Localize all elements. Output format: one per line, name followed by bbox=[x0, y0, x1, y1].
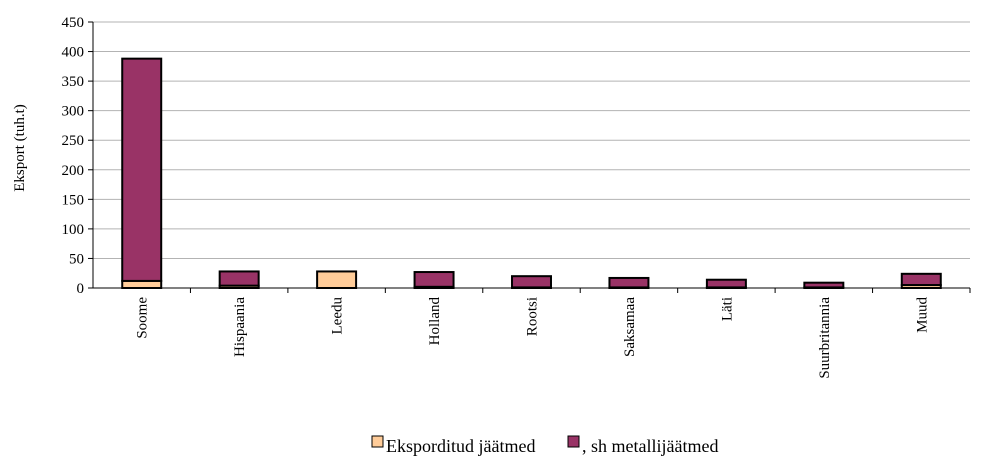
axes bbox=[88, 21, 971, 293]
x-tick-label: Rootsi bbox=[525, 297, 541, 336]
x-tick-label: Suurbritannia bbox=[817, 297, 833, 379]
legend-swatch-exported-waste bbox=[371, 435, 384, 448]
y-tick-label: 350 bbox=[62, 74, 85, 90]
bar-segment bbox=[608, 276, 650, 289]
y-tick-label: 250 bbox=[62, 133, 85, 149]
bar-segment bbox=[705, 278, 747, 289]
y-tick-label: 0 bbox=[77, 281, 85, 297]
y-tick-label: 450 bbox=[62, 15, 85, 31]
y-tick-label: 50 bbox=[69, 251, 84, 267]
x-tick-label: Holland bbox=[427, 297, 443, 346]
legend-label-metal-waste: , sh metallijäätmed bbox=[582, 436, 718, 456]
bar-segment bbox=[511, 275, 552, 289]
bar-segment bbox=[121, 57, 163, 282]
bar-segment bbox=[316, 270, 358, 289]
bar-segment bbox=[803, 281, 845, 289]
bar-segment bbox=[218, 270, 260, 287]
bar-segment bbox=[413, 271, 455, 288]
x-tick-label: Soome bbox=[135, 297, 151, 339]
y-axis-label: Eksport (tuh.t) bbox=[12, 104, 28, 192]
x-tick-label: Saksamaa bbox=[622, 297, 638, 357]
bar-segment bbox=[121, 279, 163, 290]
x-tick-labels: Soome Hispaania Leedu Holland Rootsi Saksamaa… bbox=[135, 297, 931, 379]
y-tick-label: 200 bbox=[62, 163, 85, 179]
bars bbox=[121, 57, 942, 290]
y-tick-label: 300 bbox=[62, 104, 85, 120]
gridlines bbox=[93, 21, 970, 259]
x-tick-label: Muud bbox=[914, 297, 930, 333]
legend-label-exported-waste: Eksporditud jäätmed bbox=[386, 436, 535, 456]
y-tick-labels: 0 50 100 150 200 250 300 350 400 450 bbox=[62, 15, 85, 297]
legend-swatch-metal-waste bbox=[567, 435, 580, 448]
x-tick-label: Leedu bbox=[330, 297, 346, 335]
y-tick-label: 150 bbox=[62, 192, 85, 208]
y-tick-label: 400 bbox=[62, 45, 85, 61]
x-tick-label: Läti bbox=[719, 297, 735, 321]
y-tick-label: 100 bbox=[62, 222, 85, 238]
x-tick-label: Hispaania bbox=[232, 297, 248, 357]
legend: Eksporditud jäätmed , sh metallijäätmed bbox=[371, 435, 718, 456]
bar-segment bbox=[900, 272, 942, 287]
